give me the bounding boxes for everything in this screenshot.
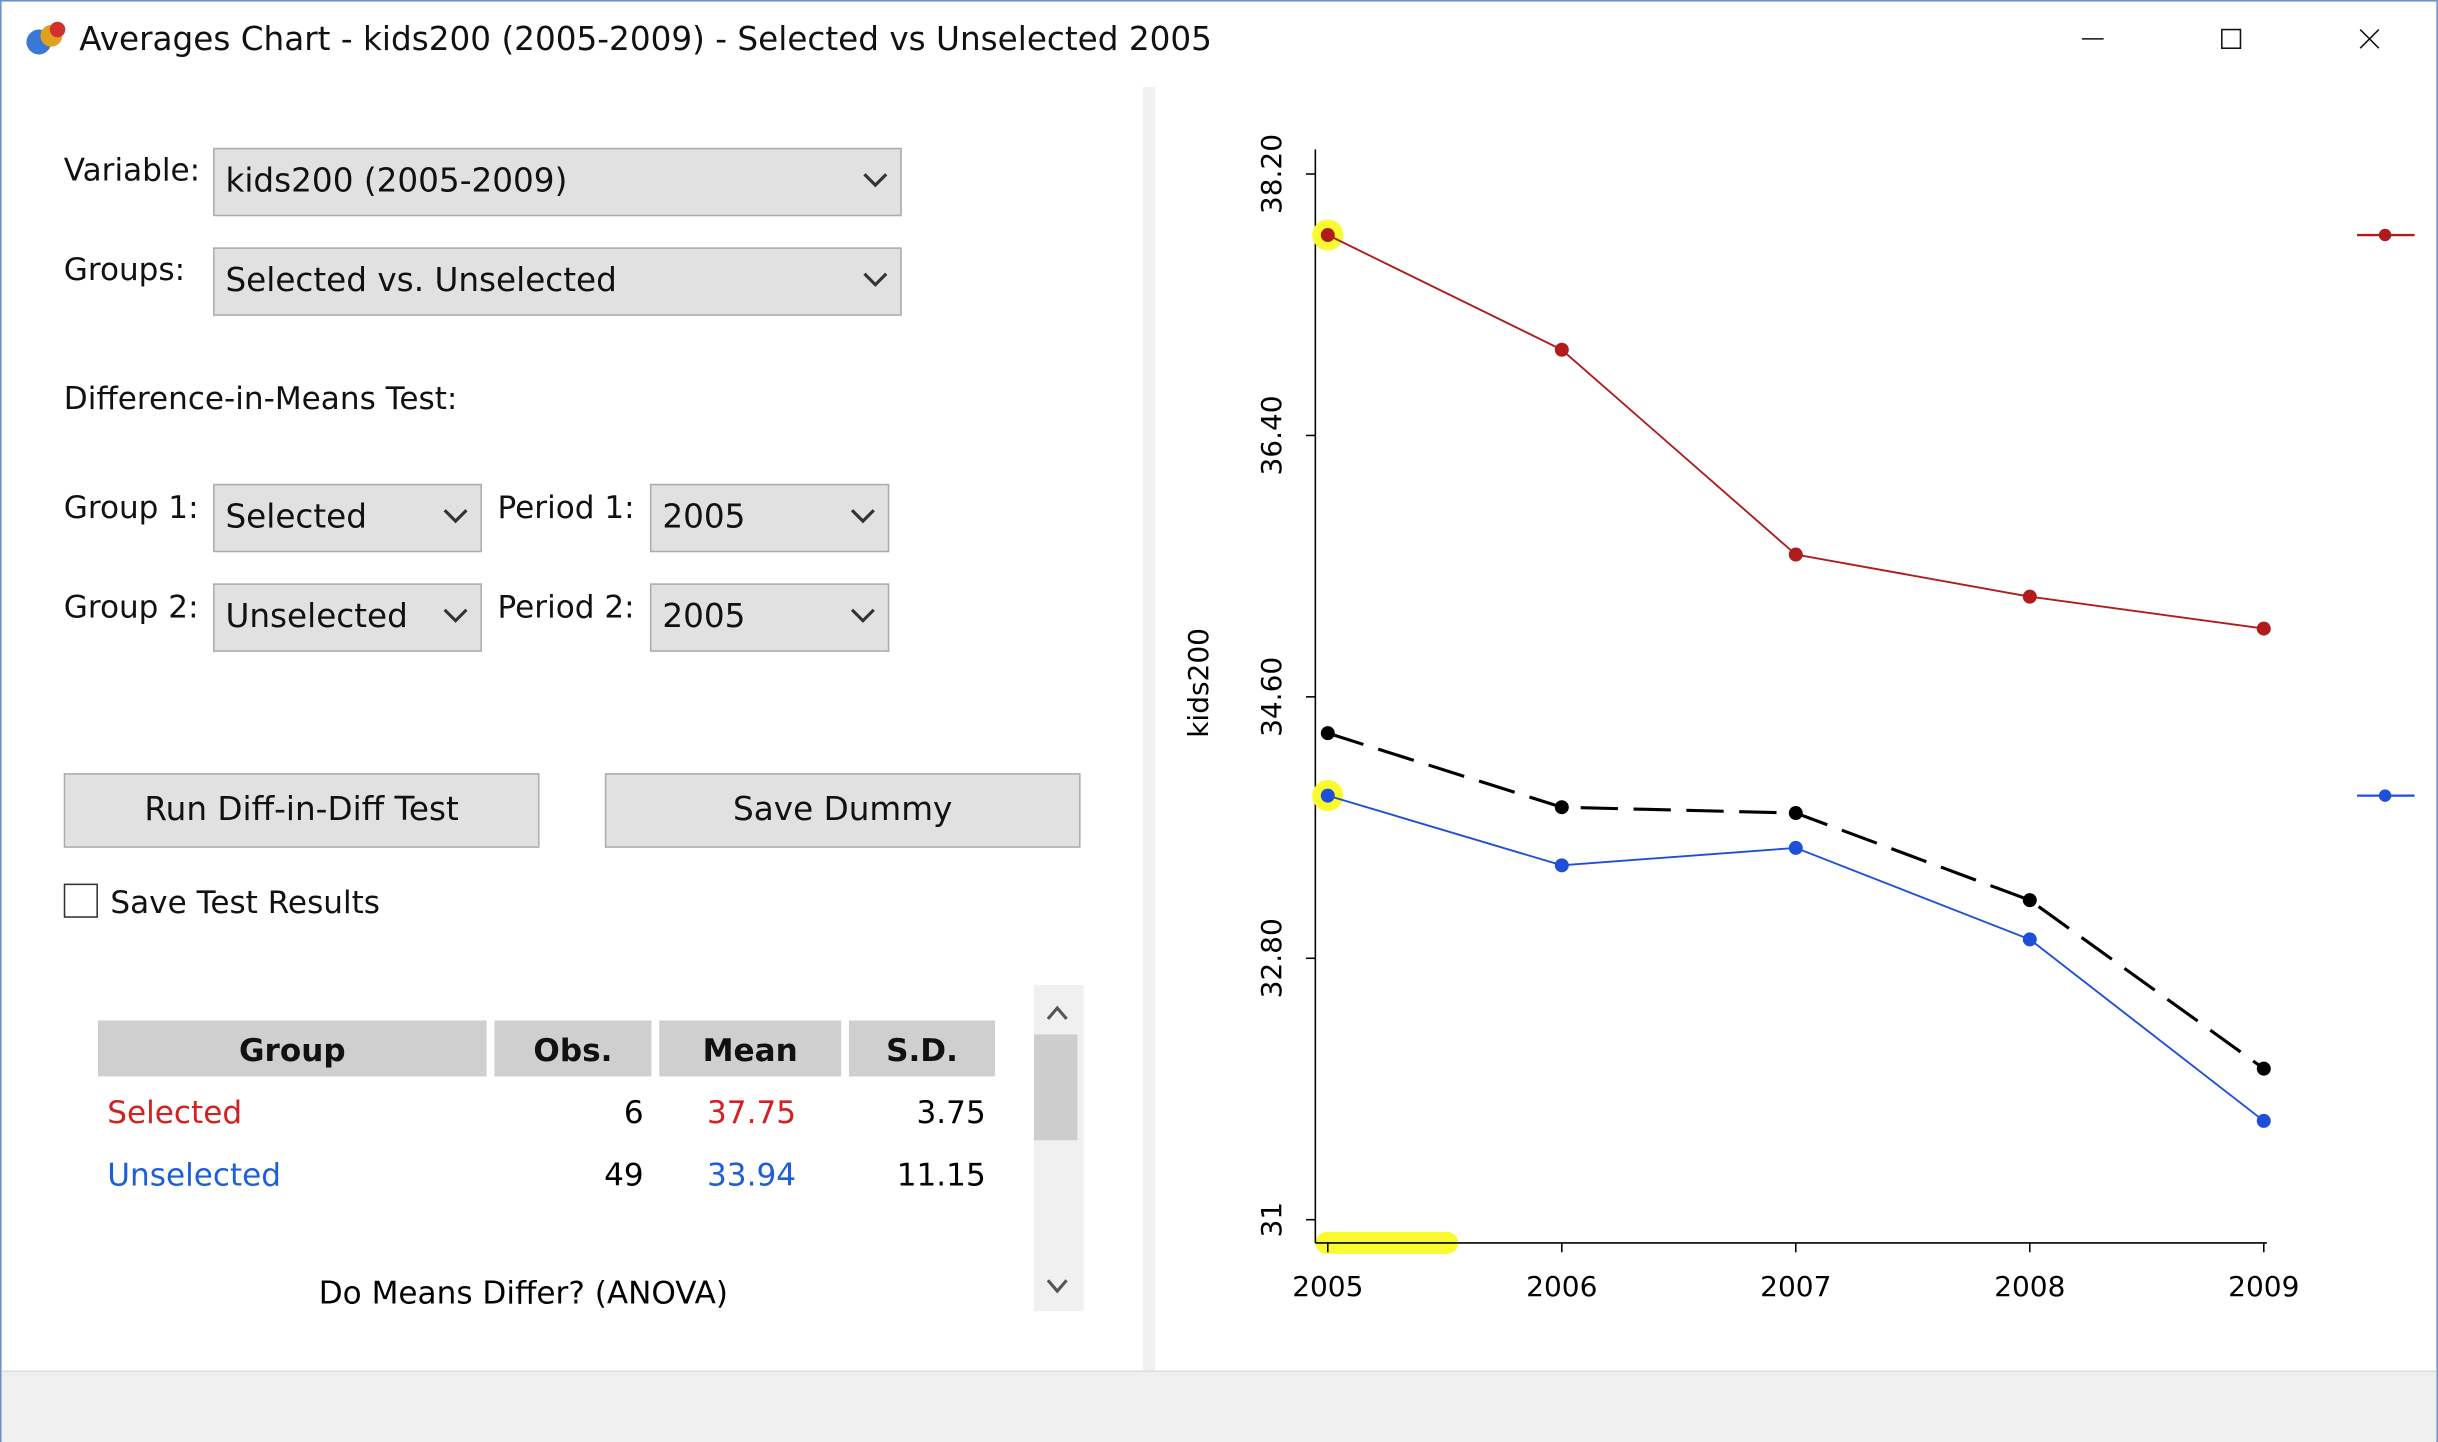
table-cell: 49 [604,1155,644,1194]
table-header: Mean [659,1020,842,1077]
checkbox-label: Save Test Results [110,883,381,921]
series-line [1327,234,2264,630]
x-tick-label: 2005 [1292,1270,1363,1303]
table-cell: Selected [107,1093,243,1131]
window-controls[interactable] [2069,17,2396,64]
label: Variable: [63,150,201,189]
y-tick-label: 38.20 [1255,134,1288,214]
y-axis-title: kids200 [1182,628,1215,738]
anova-label: Do Means Differ? (ANOVA) [318,1274,729,1312]
button[interactable]: Run Diff-in-Diff Test [63,773,540,848]
dropdown-value: Selected [225,497,368,536]
point [1320,726,1335,741]
point [1788,840,1803,855]
point [1554,858,1569,873]
table-cell: 11.15 [896,1155,986,1194]
dropdown-value: 2005 [662,497,746,536]
dropdown-value: Unselected [225,597,408,635]
table-cell: 3.75 [916,1093,986,1131]
table-cell: 6 [623,1093,644,1131]
y-tick-label: 31 [1255,1202,1288,1238]
point [2022,893,2037,908]
x-tick-label: 2006 [1526,1270,1597,1303]
point [1554,800,1569,815]
label: Period 1: [497,488,635,526]
series-line [1327,731,2265,1070]
label: Groups: [63,250,186,288]
status-bar [1,1370,2437,1442]
label: Group 1: [63,488,199,526]
dropdown-value: Selected vs. Unselected [225,261,617,299]
legend-marker [2378,789,2392,802]
x-tick-label: 2009 [2228,1270,2299,1303]
window-title: Averages Chart - kids200 (2005-2009) - S… [79,20,1212,58]
checkbox[interactable] [63,883,98,918]
dropdown-value: kids200 (2005-2009) [225,161,568,200]
label: Period 2: [497,588,635,626]
point [2256,1061,2271,1076]
table-header: S.D. [848,1020,996,1077]
point [2256,1113,2271,1128]
point [1320,788,1335,803]
chart: kids200 31 32.80 34.60 36.40 38.20 2005 2006 20… [1182,134,2415,1303]
x-tick-label: 2007 [1760,1270,1831,1303]
dropdown[interactable]: Selected vs. Unselected [213,247,902,316]
dropdown[interactable]: Unselected [213,583,482,652]
scrollbar[interactable] [1033,984,1084,1312]
point [2022,932,2037,947]
app-icon [26,21,66,55]
table-header: Obs. [494,1020,652,1077]
table-header: Group [97,1020,487,1077]
label: Group 2: [63,588,199,626]
table-cell: 33.94 [707,1155,797,1194]
y-tick-label: 32.80 [1255,918,1288,998]
y-tick-label: 34.60 [1255,657,1288,737]
point [1788,547,1803,562]
dropdown[interactable]: Selected [213,483,482,553]
splitter[interactable] [1142,87,1156,1373]
dropdown[interactable]: 2005 [649,483,890,553]
table-cell: 37.75 [707,1093,797,1131]
dropdown[interactable]: kids200 (2005-2009) [213,147,902,217]
point [1788,806,1803,821]
point [2022,589,2037,604]
dropdown-value: 2005 [662,597,746,635]
button[interactable]: Save Dummy [604,773,1081,848]
dropdown[interactable]: 2005 [649,583,890,652]
y-tick-label: 36.40 [1255,395,1288,475]
heading: Difference-in-Means Test: [63,379,458,417]
table-cell: Unselected [107,1155,282,1194]
legend-marker [2378,228,2392,242]
point [1554,342,1569,357]
point [1320,228,1335,243]
point [2256,621,2271,636]
x-tick-label: 2008 [1994,1270,2065,1303]
